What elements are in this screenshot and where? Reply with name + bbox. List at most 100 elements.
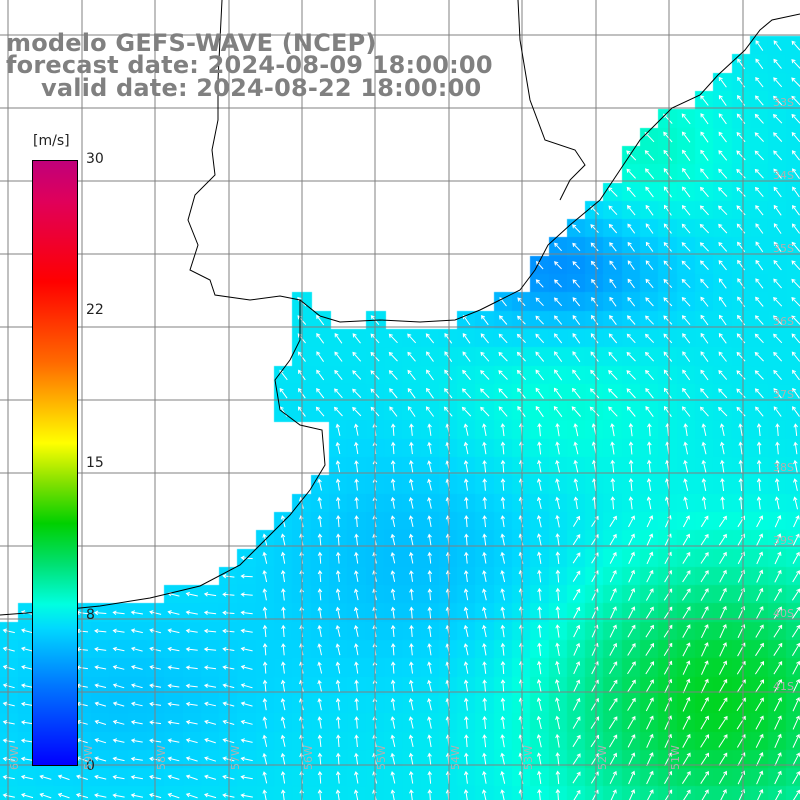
wind-arrow	[683, 459, 689, 473]
wind-arrow	[443, 406, 453, 417]
wind-arrow	[407, 369, 416, 381]
title-model: modelo GEFS-WAVE (NCEP)	[6, 29, 377, 57]
wind-arrow	[2, 646, 15, 652]
wind-arrow	[353, 624, 359, 637]
wind-arrow	[719, 551, 727, 564]
wind-arrow	[644, 168, 655, 180]
wind-arrow	[240, 683, 253, 689]
wind-arrow	[772, 114, 783, 124]
wind-arrow	[555, 770, 561, 785]
wind-arrow	[536, 734, 542, 748]
wind-arrow	[500, 697, 506, 711]
wind-arrow	[149, 610, 162, 615]
wind-arrow	[498, 351, 508, 362]
wind-arrow	[572, 734, 581, 748]
wind-arrow	[317, 588, 323, 601]
wind-arrow	[663, 606, 673, 620]
wind-arrow	[572, 297, 581, 307]
wind-arrow	[718, 697, 728, 712]
wind-arrow	[754, 351, 764, 362]
wind-arrow	[21, 793, 34, 799]
wind-arrow	[773, 406, 782, 417]
wind-arrow	[390, 515, 396, 528]
wind-arrow	[591, 588, 599, 601]
wind-arrow	[240, 592, 253, 597]
wind-arrow	[262, 643, 268, 656]
wind-arrow	[755, 697, 764, 712]
wind-arrow	[427, 515, 432, 527]
wind-arrow	[718, 113, 727, 125]
wind-arrow	[535, 315, 544, 325]
wind-arrow	[335, 697, 341, 711]
wind-arrow	[754, 388, 764, 399]
colorbar-tick-22: 22	[86, 302, 104, 318]
wind-arrow	[791, 77, 800, 87]
wind-arrow	[317, 533, 323, 546]
lat-label: 41S	[773, 680, 794, 693]
wind-arrow	[718, 314, 727, 326]
wind-arrow	[681, 113, 691, 125]
wind-arrow	[262, 697, 268, 711]
wind-arrow	[112, 719, 125, 725]
wind-arrow	[591, 624, 599, 638]
wind-arrow	[94, 610, 107, 616]
wind-arrow	[518, 624, 524, 638]
lon-label: 59W	[82, 745, 95, 770]
wind-arrow	[555, 551, 561, 565]
wind-arrow	[299, 679, 304, 692]
wind-arrow	[792, 733, 800, 748]
wind-arrow	[409, 460, 414, 473]
wind-arrow	[335, 588, 341, 601]
wind-arrow	[682, 333, 691, 344]
wind-arrow	[555, 569, 561, 583]
wind-arrow	[317, 752, 323, 766]
wind-arrow	[262, 752, 268, 766]
wind-arrow	[535, 279, 544, 288]
wind-arrow	[792, 186, 800, 198]
wind-arrow	[335, 661, 341, 674]
lon-label: 54W	[449, 745, 462, 770]
wind-arrow	[610, 441, 615, 455]
wind-arrow	[185, 701, 198, 707]
wind-arrow	[791, 113, 800, 124]
wind-arrow	[498, 388, 508, 399]
wind-arrow	[736, 660, 746, 675]
wind-arrow	[427, 588, 433, 601]
wind-arrow	[280, 551, 286, 564]
wind-arrow	[463, 423, 469, 436]
wind-arrow	[644, 132, 655, 143]
wind-arrow	[626, 388, 636, 399]
wind-arrow	[390, 624, 396, 637]
wind-arrow	[609, 515, 617, 527]
wind-arrow	[463, 661, 469, 674]
wind-arrow	[792, 789, 800, 800]
wind-arrow	[627, 260, 635, 270]
wind-arrow	[700, 369, 709, 381]
wind-arrow	[390, 716, 396, 729]
wind-arrow	[736, 187, 746, 197]
wind-arrow	[663, 351, 673, 362]
wind-arrow	[664, 569, 672, 583]
wind-arrow	[316, 369, 325, 381]
wind-arrow	[645, 369, 654, 381]
wind-arrow	[299, 661, 304, 674]
wind-arrow	[390, 460, 396, 473]
wind-arrow	[535, 387, 544, 399]
wind-arrow	[167, 701, 180, 707]
wind-arrow	[773, 697, 782, 712]
wind-arrow	[647, 423, 652, 437]
wind-arrow	[463, 697, 469, 711]
wind-arrow	[700, 149, 709, 161]
wind-arrow	[500, 606, 505, 619]
wind-arrow	[464, 496, 469, 509]
coastline-south	[0, 300, 326, 616]
wind-arrow	[572, 333, 581, 344]
wind-arrow	[518, 459, 524, 473]
wind-arrow	[793, 496, 798, 510]
wind-arrow	[645, 624, 654, 638]
wind-arrow	[390, 441, 396, 455]
wind-arrow	[590, 679, 599, 693]
wind-arrow	[555, 441, 560, 455]
wind-arrow	[628, 477, 634, 492]
wind-arrow	[663, 260, 673, 270]
